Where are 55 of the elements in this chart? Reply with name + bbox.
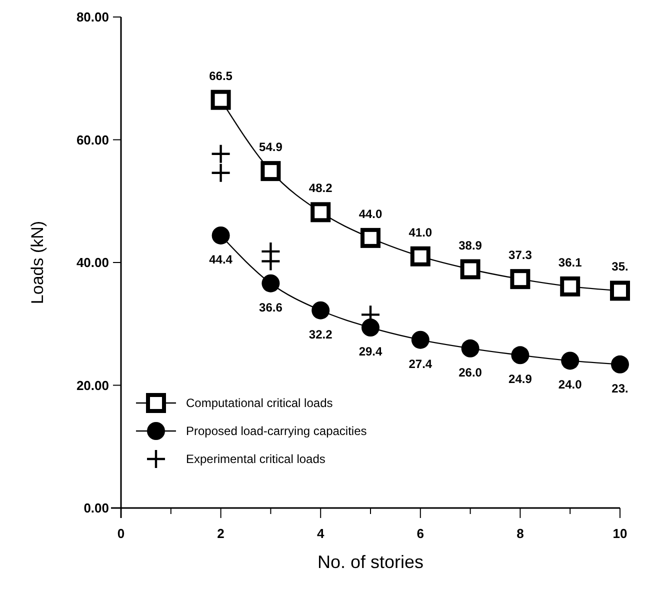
point: [411, 330, 430, 349]
point: [362, 318, 380, 337]
data-label: 41.0: [408, 225, 432, 240]
data-label: 54.9: [259, 140, 283, 154]
point: [461, 339, 480, 358]
data-label: 36.1: [558, 255, 582, 270]
y-axis-title: Loads (kN): [28, 220, 47, 304]
data-label: 48.2: [308, 181, 333, 196]
data-label: 24.9: [508, 372, 532, 386]
legend-label: Experimental critical loads: [186, 452, 326, 466]
x-tick-label: 6: [416, 526, 424, 541]
y-tick-label: 0.00: [84, 500, 109, 516]
point: [611, 355, 629, 374]
point: [260, 251, 281, 272]
point: [360, 228, 380, 248]
legend-label: Proposed load-carrying capacities: [186, 424, 367, 438]
x-axis-title: No. of stories: [317, 552, 424, 572]
data-label: 38.9: [458, 238, 482, 252]
x-tick-label: 0: [117, 526, 125, 541]
point: [312, 301, 330, 320]
data-label: 32.2: [308, 327, 333, 342]
data-label: 44.0: [358, 206, 382, 221]
x-tick-label: 10: [612, 526, 628, 541]
y-tick-label: 40.00: [76, 255, 109, 270]
point: [561, 352, 580, 370]
y-tick-label: 60.00: [76, 132, 109, 148]
data-label: 66.5: [209, 68, 233, 83]
y-tick-label: 20.00: [76, 378, 109, 393]
point: [210, 162, 231, 183]
point: [560, 276, 580, 296]
legend-label: Computational critical loads: [186, 396, 333, 410]
point: [510, 269, 530, 290]
point: [460, 259, 480, 280]
data-label: 36.6: [259, 300, 283, 314]
point: [310, 202, 331, 222]
point: [511, 346, 530, 364]
point: [210, 144, 231, 164]
y-tick-label: 80.00: [76, 10, 109, 25]
point: [210, 90, 231, 110]
x-tick-label: 8: [516, 526, 524, 541]
point: [610, 280, 630, 301]
data-label: 35.: [612, 260, 628, 274]
x-tick-label: 4: [316, 526, 325, 541]
x-tick-label: 2: [217, 526, 224, 541]
data-label: 29.4: [358, 344, 382, 359]
data-label: 44.4: [209, 252, 233, 266]
data-label: 27.4: [408, 356, 432, 371]
point: [262, 274, 280, 292]
data-label: 23.: [612, 381, 628, 396]
data-label: 24.0: [558, 378, 582, 392]
point: [410, 246, 430, 266]
point: [260, 161, 281, 182]
point: [212, 226, 230, 244]
data-label: 37.3: [508, 248, 532, 262]
data-label: 26.0: [458, 365, 482, 380]
